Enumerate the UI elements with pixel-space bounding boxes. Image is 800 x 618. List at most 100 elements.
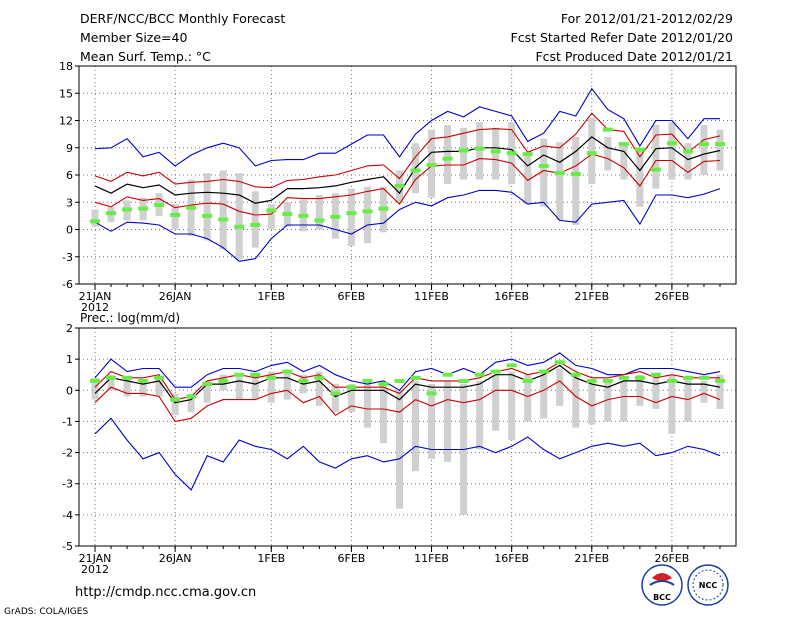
temp-spread-box (91, 209, 99, 227)
temp-upper-line (94, 112, 721, 189)
prec-observed-marker (682, 375, 693, 380)
prec-spread-box (652, 377, 660, 409)
temp-lower-line (94, 153, 721, 216)
prec-spread-box (668, 374, 676, 434)
forecast-period-label: For 2012/01/21-2012/02/29 (561, 11, 733, 26)
prec-spread-box (524, 374, 532, 422)
prec-spread-box (283, 371, 291, 400)
prec-observed-marker (506, 363, 517, 368)
prec-spread-box (235, 374, 243, 400)
prec-spread-box (347, 384, 355, 413)
temp-observed-marker (490, 149, 501, 154)
prec-spread-box (572, 374, 580, 428)
temp-xtick-label: 6FEB (338, 290, 366, 303)
temperature-panel: -6 -3 0 3 6 9 12 15 18 21JAN 26JAN 1FEB 6FEB 11FEB 16F… (59, 60, 737, 314)
temp-observed-marker (138, 206, 149, 211)
temp-spread-box (476, 122, 484, 180)
prec-ytick-label: -5 (62, 540, 73, 553)
prec-spread-box (331, 384, 339, 413)
prec-mean-line (94, 364, 721, 404)
temp-observed-marker (682, 149, 693, 154)
prec-spread-box (155, 377, 163, 397)
prec-ytick-label: 2 (66, 322, 73, 335)
temp-observed-marker (250, 222, 261, 227)
prec-spread-box (139, 380, 147, 397)
prec-lower-line (94, 380, 721, 423)
temp-observed-marker (618, 142, 629, 147)
temp-min-line (94, 188, 721, 262)
prec-spread-box (700, 380, 708, 403)
prec-spread-box (267, 371, 275, 403)
prec-xtick-label: 11FEB (414, 552, 449, 565)
temp-observed-marker (346, 211, 357, 216)
temp-ytick-label: 0 (66, 224, 73, 237)
prec-spread-box (123, 377, 131, 397)
temp-xtick-label: 1FEB (257, 290, 285, 303)
temp-observed-marker (314, 218, 325, 223)
prec-spread-box (91, 377, 99, 400)
refer-date-label: Fcst Started Refer Date 2012/01/20 (511, 30, 734, 45)
prec-observed-marker (154, 375, 165, 380)
prec-observed-marker (442, 372, 453, 377)
temp-observed-marker (394, 183, 405, 188)
prec-spread-box (444, 380, 452, 462)
temp-xtick-label: 21FEB (574, 290, 609, 303)
prec-ytick-label: -1 (62, 415, 73, 428)
prec-observed-marker (234, 372, 245, 377)
temp-ytick-label: 6 (66, 169, 73, 182)
temp-ytick-label: 3 (66, 196, 73, 209)
temp-observed-marker (570, 172, 581, 177)
temp-spread-box (363, 186, 371, 244)
temp-observed-marker (698, 142, 709, 147)
prec-xtick-label: 1FEB (257, 552, 285, 565)
temp-spread-box (219, 170, 227, 250)
prec-plot-frame (78, 327, 737, 547)
temp-spread-box (604, 136, 612, 171)
temp-observed-marker (442, 156, 453, 161)
prec-ytick-label: 0 (66, 384, 73, 397)
temp-observed-marker (362, 209, 373, 214)
prec-observed-marker (170, 397, 181, 402)
prec-spread-box (620, 380, 628, 422)
temp-observed-marker (154, 202, 165, 207)
temp-observed-marker (426, 163, 437, 168)
temp-observed-marker (506, 151, 517, 156)
temp-observed-marker (714, 142, 725, 147)
prec-observed-marker (410, 375, 421, 380)
prec-xtick-label: 26FEB (654, 552, 689, 565)
prec-observed-marker (90, 378, 101, 383)
prec-observed-marker (250, 372, 261, 377)
prec-xtick-label: 21JAN (79, 552, 112, 565)
temp-max-line (94, 87, 720, 167)
prec-observed-marker (570, 372, 581, 377)
prec-observed-marker (346, 385, 357, 390)
temp-observed-marker (554, 171, 565, 176)
prec-spread-box (251, 374, 259, 400)
temp-observed-marker (522, 152, 533, 157)
temp-observed-marker (378, 206, 389, 211)
temp-ytick-label: -6 (62, 278, 73, 291)
temp-spread-box (540, 138, 548, 207)
prec-ytick-label: 1 (66, 353, 73, 366)
bcc-logo: BCC (641, 564, 683, 606)
prec-spread-box (187, 393, 195, 413)
temp-observed-marker (330, 214, 341, 219)
temp-spread-box (700, 125, 708, 175)
temp-observed-marker (666, 141, 677, 146)
prec-spread-box (428, 384, 436, 459)
prec-observed-marker (298, 378, 309, 383)
temp-observed-marker (282, 212, 293, 217)
temp-observed-marker (458, 148, 469, 153)
precip-panel-title: Prec.: log(mm/d) (80, 311, 180, 325)
prec-observed-marker (138, 378, 149, 383)
prec-spread-box (395, 390, 403, 509)
temp-observed-marker (586, 151, 597, 156)
prec-observed-marker (314, 375, 325, 380)
bcc-logo-text: BCC (653, 593, 671, 602)
variable-label: Mean Surf. Temp.: °C (80, 49, 211, 64)
prec-spread-box (508, 371, 516, 441)
temp-xtick-label: 11FEB (414, 290, 449, 303)
temp-observed-marker (602, 127, 613, 132)
prec-observed-marker (378, 382, 389, 387)
